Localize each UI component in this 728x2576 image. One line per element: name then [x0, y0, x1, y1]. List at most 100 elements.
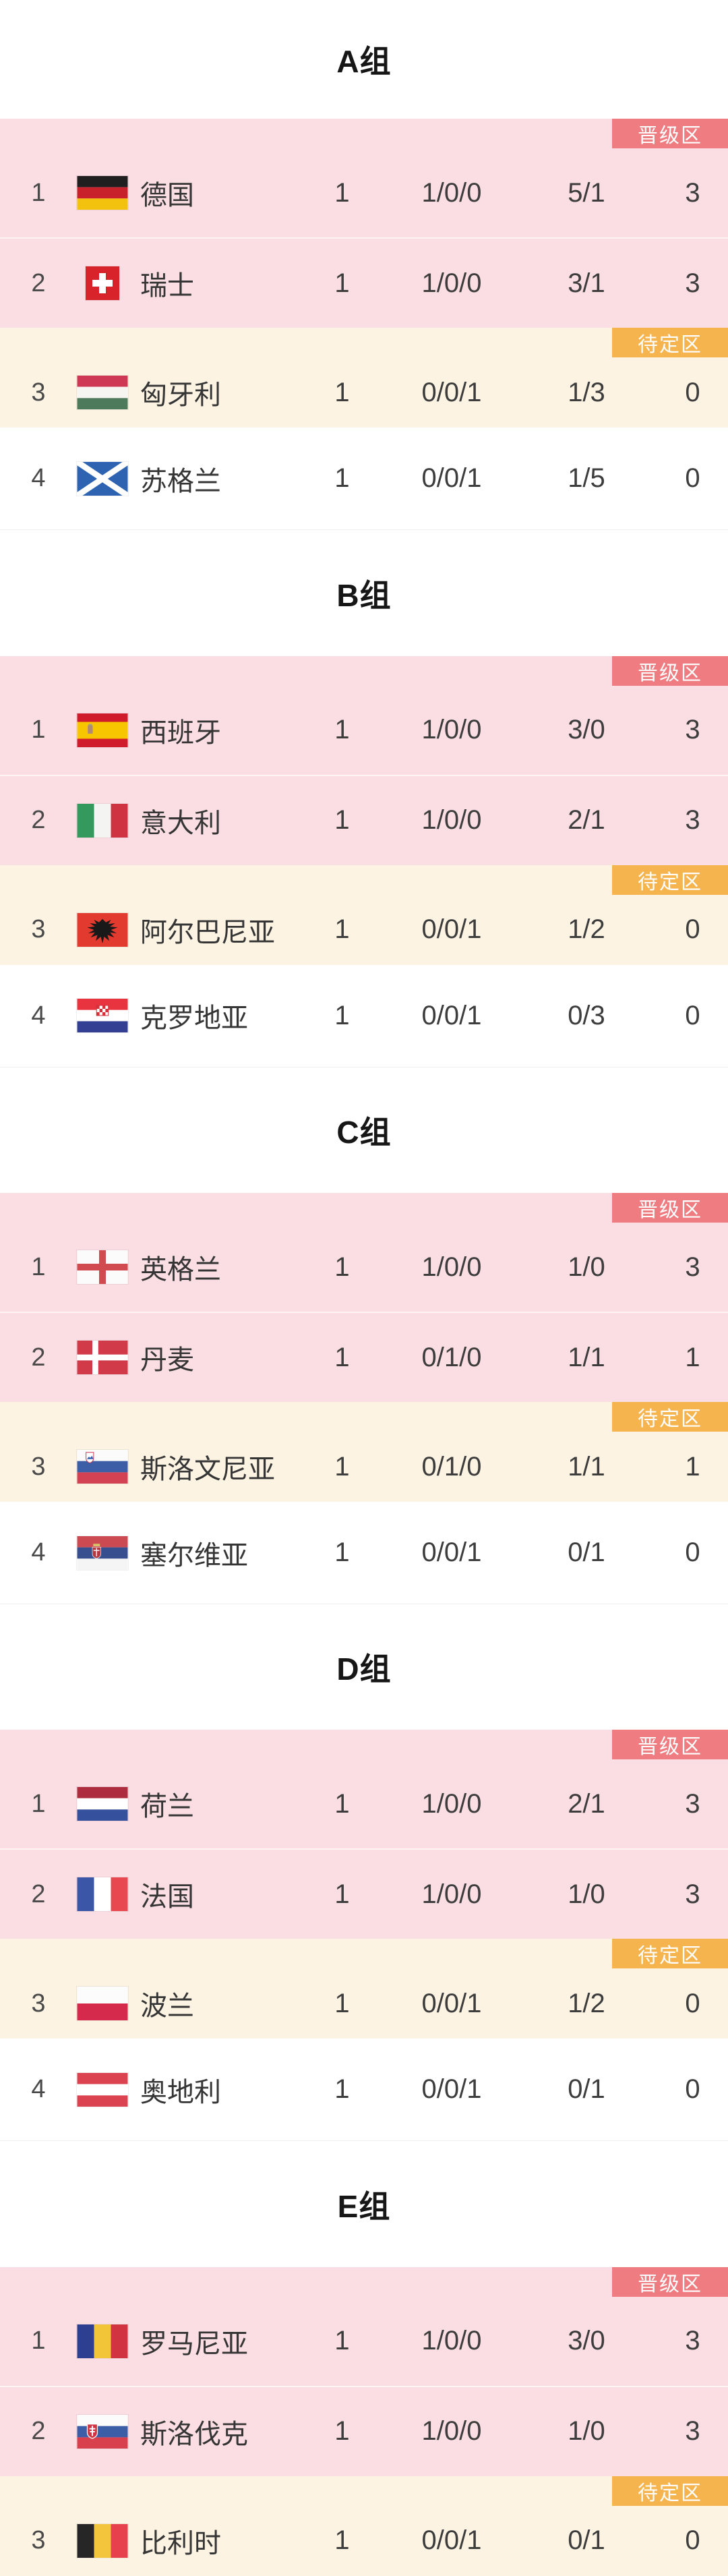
goals-for-against: 0/3 [568, 1000, 605, 1030]
team-name: 丹麦 [140, 1345, 194, 1376]
pending-badge-row: 待定区 [0, 2476, 728, 2506]
promotion-badge-row: 晋级区 [0, 1730, 728, 1760]
points: 3 [685, 1879, 700, 1909]
promotion-badge-row: 晋级区 [0, 2266, 728, 2297]
team-row[interactable]: 2 法国 1 1/0/0 1/0 3 [0, 1848, 728, 1939]
matches-played: 1 [334, 268, 350, 298]
team-row[interactable]: 2 丹麦 1 0/1/0 1/1 1 [0, 1312, 728, 1402]
points: 0 [685, 1538, 700, 1568]
slovakia-flag-icon [77, 2414, 128, 2449]
goals-for-against: 5/1 [568, 177, 605, 208]
goals-for-against: 3/0 [568, 2326, 605, 2356]
serbia-flag-icon [77, 1535, 128, 1570]
matches-played: 1 [334, 914, 350, 945]
promotion-zone: 晋级区 1 英格兰 1 1/0/0 1/0 3 2 丹麦 1 0/1/0 1/1… [0, 1193, 728, 1403]
win-draw-loss: 1/0/0 [421, 2326, 482, 2356]
win-draw-loss: 0/0/1 [421, 914, 482, 945]
team-row[interactable]: 3 阿尔巴尼亚 1 0/0/1 1/2 0 [0, 895, 728, 965]
team-row[interactable]: 1 罗马尼亚 1 1/0/0 3/0 3 [0, 2297, 728, 2386]
team-row[interactable]: 4 克罗地亚 1 0/0/1 0/3 0 [0, 965, 728, 1067]
points: 3 [685, 715, 700, 745]
hungary-flag-icon [77, 376, 128, 410]
team-row[interactable]: 1 荷兰 1 1/0/0 2/1 3 [0, 1759, 728, 1848]
team-row[interactable]: 4 奥地利 1 0/0/1 0/1 0 [0, 2039, 728, 2140]
matches-played: 1 [334, 463, 350, 494]
win-draw-loss: 0/0/1 [421, 463, 482, 494]
team-name: 阿尔巴尼亚 [140, 917, 275, 947]
pending-zone-badge: 待定区 [612, 1939, 728, 1969]
pending-zone: 待定区 3 阿尔巴尼亚 1 0/0/1 1/2 0 [0, 865, 728, 965]
pending-badge-row: 待定区 [0, 865, 728, 895]
win-draw-loss: 1/0/0 [421, 805, 482, 836]
team-row[interactable]: 1 德国 1 1/0/0 5/1 3 [0, 148, 728, 237]
promotion-zone: 晋级区 1 罗马尼亚 1 1/0/0 3/0 3 2 斯洛伐克 1 1/0/0 … [0, 2266, 728, 2476]
promotion-badge-row: 晋级区 [0, 655, 728, 686]
goals-for-against: 1/0 [568, 1252, 605, 1282]
team-rank: 3 [31, 915, 46, 944]
matches-played: 1 [334, 1451, 350, 1482]
win-draw-loss: 1/0/0 [421, 177, 482, 208]
pending-zone-badge: 待定区 [612, 865, 728, 895]
points: 0 [685, 463, 700, 494]
team-row[interactable]: 1 西班牙 1 1/0/0 3/0 3 [0, 686, 728, 775]
team-name: 瑞士 [140, 271, 194, 301]
promotion-badge-row: 晋级区 [0, 1193, 728, 1223]
points: 0 [685, 1000, 700, 1030]
matches-played: 1 [334, 715, 350, 745]
team-row[interactable]: 3 斯洛文尼亚 1 0/1/0 1/1 1 [0, 1432, 728, 1502]
win-draw-loss: 0/1/0 [421, 1342, 482, 1372]
team-row[interactable]: 4 苏格兰 1 0/0/1 1/5 0 [0, 428, 728, 529]
france-flag-icon [77, 1877, 128, 1912]
england-flag-icon [77, 1250, 128, 1285]
matches-played: 1 [334, 805, 350, 836]
team-name: 德国 [140, 181, 194, 211]
matches-played: 1 [334, 1252, 350, 1282]
team-row[interactable]: 2 斯洛伐克 1 1/0/0 1/0 3 [0, 2385, 728, 2476]
win-draw-loss: 0/0/1 [421, 1538, 482, 1568]
fourth-place-zone: 4 克罗地亚 1 0/0/1 0/3 0 [0, 964, 728, 1067]
points: 0 [685, 914, 700, 945]
points: 3 [685, 2416, 700, 2447]
team-name: 塞尔维亚 [140, 1540, 248, 1571]
team-rank: 2 [31, 1343, 46, 1372]
team-rank: 2 [31, 806, 46, 835]
win-draw-loss: 1/0/0 [421, 1788, 482, 1819]
pending-zone-badge: 待定区 [612, 328, 728, 358]
team-rank: 3 [31, 1989, 46, 2018]
team-row[interactable]: 3 比利时 1 0/0/1 0/1 0 [0, 2506, 728, 2576]
points: 3 [685, 1252, 700, 1282]
promotion-zone: 晋级区 1 荷兰 1 1/0/0 2/1 3 2 法国 1 1/0/0 1/0 … [0, 1730, 728, 1939]
win-draw-loss: 0/0/1 [421, 1000, 482, 1030]
team-name: 比利时 [140, 2528, 221, 2558]
slovenia-flag-icon [77, 1450, 128, 1484]
team-name: 波兰 [140, 1991, 194, 2022]
group-title: B组 [336, 577, 392, 613]
matches-played: 1 [334, 2525, 350, 2556]
goals-for-against: 3/0 [568, 715, 605, 745]
team-row[interactable]: 2 意大利 1 1/0/0 2/1 3 [0, 774, 728, 865]
points: 0 [685, 2074, 700, 2105]
team-rank: 1 [31, 1252, 46, 1281]
goals-for-against: 0/1 [568, 1538, 605, 1568]
points: 3 [685, 177, 700, 208]
team-row[interactable]: 3 匈牙利 1 0/0/1 1/3 0 [0, 357, 728, 428]
croatia-flag-icon [77, 999, 128, 1033]
points: 3 [685, 1788, 700, 1819]
team-row[interactable]: 1 英格兰 1 1/0/0 1/0 3 [0, 1223, 728, 1312]
win-draw-loss: 0/1/0 [421, 1451, 482, 1482]
team-rank: 2 [31, 1879, 46, 1908]
austria-flag-icon [77, 2072, 128, 2107]
team-rank: 2 [31, 2417, 46, 2446]
matches-played: 1 [334, 1788, 350, 1819]
win-draw-loss: 1/0/0 [421, 1879, 482, 1909]
team-name: 罗马尼亚 [140, 2329, 248, 2359]
goals-for-against: 0/1 [568, 2074, 605, 2105]
team-row[interactable]: 3 波兰 1 0/0/1 1/2 0 [0, 1968, 728, 2039]
team-row[interactable]: 2 瑞士 1 1/0/0 3/1 3 [0, 237, 728, 328]
albania-flag-icon [77, 912, 128, 947]
points: 0 [685, 2525, 700, 2556]
points: 0 [685, 1988, 700, 2018]
promotion-zone-badge: 晋级区 [612, 1730, 728, 1760]
goals-for-against: 1/2 [568, 914, 605, 945]
team-row[interactable]: 4 塞尔维亚 1 0/0/1 0/1 0 [0, 1502, 728, 1604]
